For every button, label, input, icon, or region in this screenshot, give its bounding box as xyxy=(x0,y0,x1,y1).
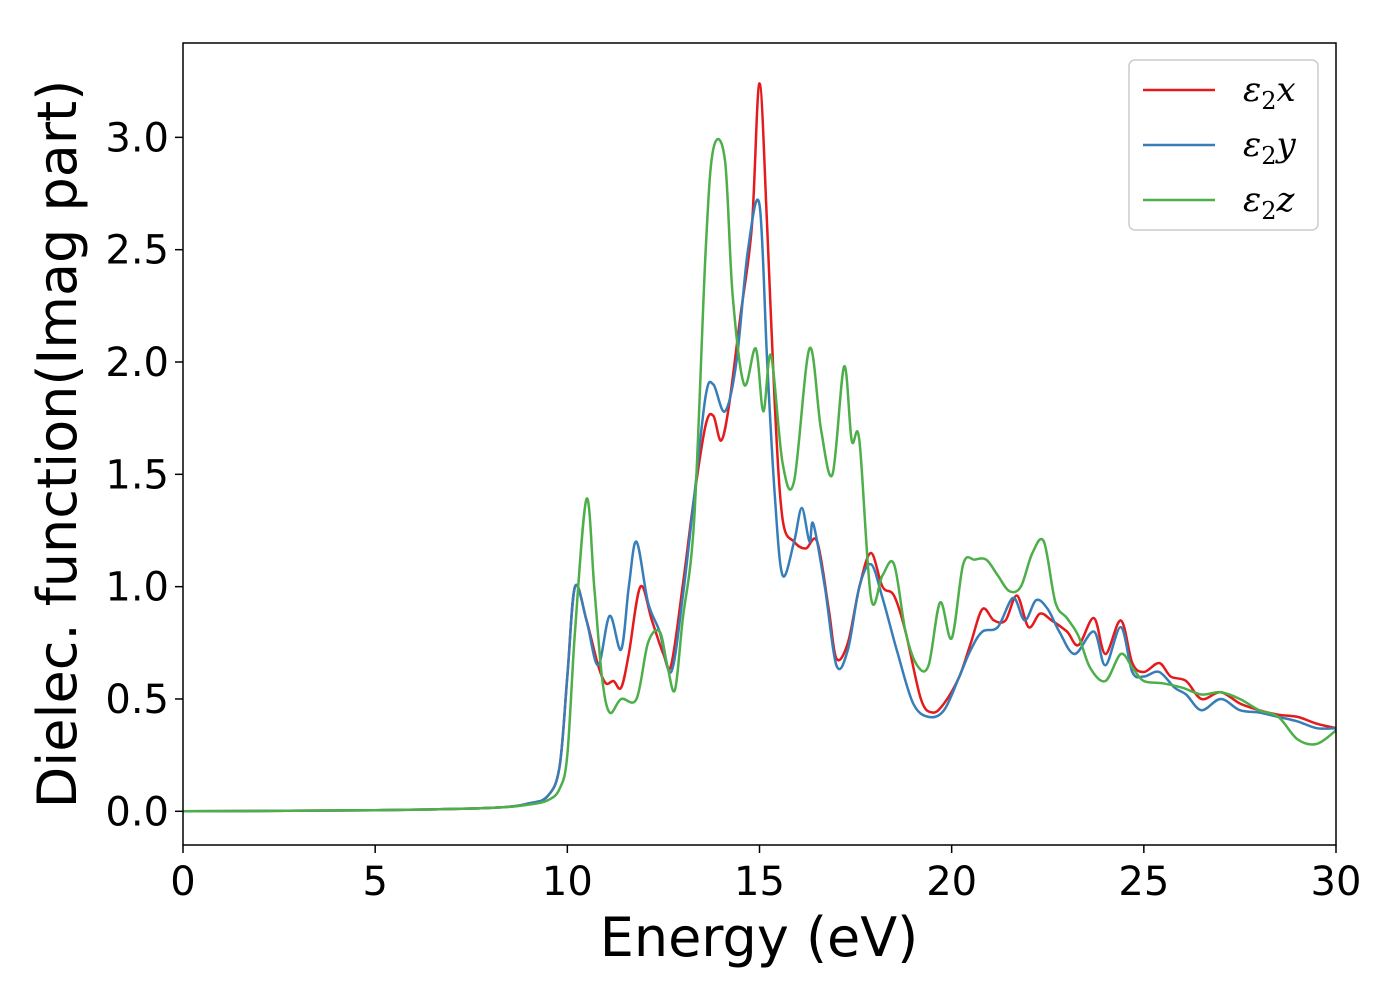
y-tick-label: 0.5 xyxy=(105,677,169,723)
y-tick-label: 1.5 xyxy=(105,452,169,498)
legend-label-x: ε2x xyxy=(1243,70,1296,115)
x-tick-label: 20 xyxy=(926,859,977,905)
x-tick-label: 30 xyxy=(1311,859,1362,905)
legend-label-component: x xyxy=(1277,70,1296,110)
y-tick-label: 2.0 xyxy=(105,340,169,386)
y-tick-label: 2.5 xyxy=(105,228,169,274)
series-layer xyxy=(182,82,1337,813)
legend-label-main: ε xyxy=(1243,125,1261,165)
x-tick-label: 15 xyxy=(734,859,785,905)
x-axis: 0 5 10 15 20 25 30 xyxy=(170,845,1361,905)
y-axis-label: Dielec. function(Imag part) xyxy=(26,80,89,809)
legend-label-main: ε xyxy=(1243,180,1261,220)
x-tick-label: 0 xyxy=(170,859,195,905)
legend-box xyxy=(1128,59,1319,231)
legend-label-component: z xyxy=(1276,180,1296,220)
x-axis-label: Energy (eV) xyxy=(600,906,919,969)
y-tick-label: 3.0 xyxy=(105,115,169,161)
y-tick-label: 0.0 xyxy=(105,789,169,835)
y-axis: 0.0 0.5 1.0 1.5 2.0 2.5 3.0 xyxy=(105,115,183,835)
legend-label-y: ε2y xyxy=(1243,125,1297,170)
legend-label-z: ε2z xyxy=(1243,180,1296,225)
x-tick-label: 25 xyxy=(1118,859,1169,905)
legend-label-subscript: 2 xyxy=(1261,197,1276,225)
y-tick-label: 1.0 xyxy=(105,565,169,611)
series-line-y xyxy=(182,198,1337,813)
legend-label-component: y xyxy=(1275,125,1297,165)
legend-label-main: ε xyxy=(1243,70,1261,110)
series-line-z xyxy=(182,137,1337,813)
x-tick-label: 5 xyxy=(362,859,387,905)
legend-label-subscript: 2 xyxy=(1261,142,1276,170)
x-tick-label: 10 xyxy=(542,859,593,905)
legend-label-subscript: 2 xyxy=(1261,87,1276,115)
